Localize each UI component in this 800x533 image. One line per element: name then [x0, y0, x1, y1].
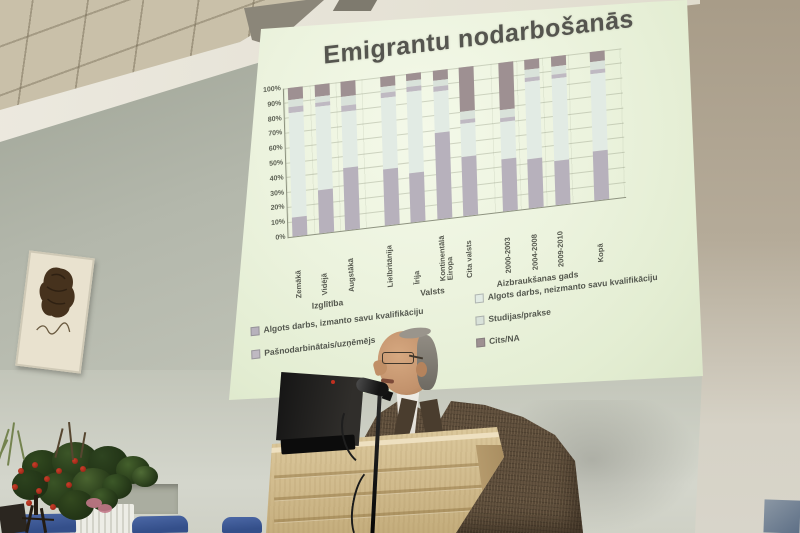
bar-Lielbritānija — [379, 75, 400, 226]
y-axis-tick: 70% — [268, 129, 283, 139]
laptop — [276, 372, 364, 446]
y-axis-tick: 40% — [269, 174, 284, 183]
grass-frond — [16, 430, 26, 460]
bar-segment — [409, 171, 426, 223]
bar-segment — [500, 157, 518, 212]
bar-segment — [317, 188, 334, 234]
slide: Emigrantu nodarbošanās 0% 10% 20% 30% 40% 50%… — [240, 0, 699, 381]
legend-label: Cits/NA — [488, 332, 520, 347]
bar-segment — [434, 131, 452, 220]
legend-item: Cits/NA — [476, 332, 520, 348]
bar-segment — [497, 61, 515, 111]
x-axis-label: Īrija — [411, 270, 422, 285]
projection-screen: Emigrantu nodarbošanās 0% 10% 20% 30% 40% 50%… — [229, 0, 703, 400]
legend-swatch — [476, 337, 486, 348]
framed-portrait — [15, 250, 95, 374]
x-axis-label: Vidējā — [319, 272, 330, 296]
bar-segment — [380, 96, 398, 170]
bar-segment — [382, 167, 400, 226]
bar-segment — [460, 122, 477, 157]
bar-Kopā — [589, 50, 610, 201]
red-berry — [36, 488, 42, 494]
x-axis-label: 2004-2008 — [529, 233, 540, 271]
bar-segment — [461, 155, 479, 217]
y-axis-tick: 30% — [270, 188, 285, 198]
bar-segment — [406, 90, 424, 174]
red-berry — [12, 484, 18, 490]
bar-Zemākā — [287, 86, 308, 237]
foliage — [12, 470, 48, 500]
bar-2000-2003 — [497, 61, 518, 212]
bar-segment — [553, 159, 571, 206]
bar-segment — [527, 157, 544, 209]
bar-segment — [499, 120, 516, 160]
legend-item: Pašnodarbinātais/uzņēmējs — [251, 334, 376, 360]
red-berry — [72, 458, 78, 464]
y-axis-tick: 10% — [271, 218, 286, 228]
bar-segment — [551, 77, 569, 161]
red-berry — [50, 504, 56, 510]
red-berry — [32, 462, 38, 468]
wooden-podium — [266, 427, 504, 533]
x-axis-label: Lielbritānija — [384, 244, 395, 288]
y-axis-tick: 60% — [268, 144, 283, 154]
bar-segment — [288, 111, 307, 218]
x-axis-label: Kontinentālā Eiropa — [436, 235, 455, 282]
y-axis-tick: 0% — [275, 233, 286, 242]
foliage — [132, 466, 158, 488]
legend-label: Pašnodarbinātais/uzņēmējs — [264, 334, 376, 358]
legend-swatch — [250, 325, 260, 336]
bar-Īrija — [405, 72, 426, 223]
red-berry — [44, 476, 50, 482]
y-axis-tick: 50% — [269, 159, 284, 168]
x-axis-label: Augstākā — [345, 257, 356, 293]
chart-plot-area: 0% 10% 20% 30% 40% 50% 60% 70% 80% 90% 100% — [263, 47, 627, 242]
y-axis-tick: 20% — [270, 203, 285, 213]
bar-segment — [590, 72, 608, 152]
bar-segment — [432, 89, 450, 134]
flower-arrangement — [0, 420, 190, 533]
pink-ribbon — [98, 504, 112, 513]
bar-segment — [341, 109, 359, 169]
red-berry — [26, 500, 32, 506]
legend-swatch — [475, 315, 485, 326]
bar-segment — [592, 149, 610, 201]
x-axis-label: 2000-2003 — [502, 236, 513, 274]
red-berry — [80, 466, 86, 472]
right-wall — [685, 0, 800, 533]
flower-stand-leg — [34, 495, 38, 515]
pink-ribbon — [86, 498, 102, 508]
red-berry — [56, 468, 62, 474]
legend-swatch — [474, 292, 484, 304]
legend-label: Studijas/prakse — [488, 306, 551, 325]
bar-2004-2008 — [524, 58, 544, 209]
portrait-sketch — [36, 267, 75, 335]
beam-shadow-small — [332, 0, 378, 11]
bar-segment — [524, 80, 543, 160]
presenter-glasses — [382, 352, 414, 364]
bar-segment — [291, 215, 308, 237]
bar-segment — [458, 66, 475, 113]
bar-segment — [314, 105, 333, 191]
x-axis-label: 2009-2010 — [555, 230, 566, 268]
x-axis-label: Zemākā — [293, 269, 303, 299]
laptop-logo — [331, 380, 335, 384]
bar-2009-2010 — [550, 55, 571, 206]
bar-Vidējā — [314, 83, 334, 234]
presenter-ear — [416, 362, 427, 377]
red-berry — [66, 482, 72, 488]
legend-item: Studijas/prakse — [475, 307, 551, 326]
x-axis-label: Kopā — [595, 243, 605, 263]
bar-segment — [343, 166, 360, 231]
bar-Augstākā — [340, 80, 360, 231]
red-berry — [18, 468, 24, 474]
legend-swatch — [251, 348, 261, 359]
blue-grey-panel — [763, 499, 800, 533]
chair-blue-3 — [222, 517, 262, 533]
x-axis-label: Cita valsts — [463, 239, 474, 279]
bar-Kontinentālā Eiropa — [432, 69, 452, 220]
bar-Cita valsts — [458, 66, 479, 217]
